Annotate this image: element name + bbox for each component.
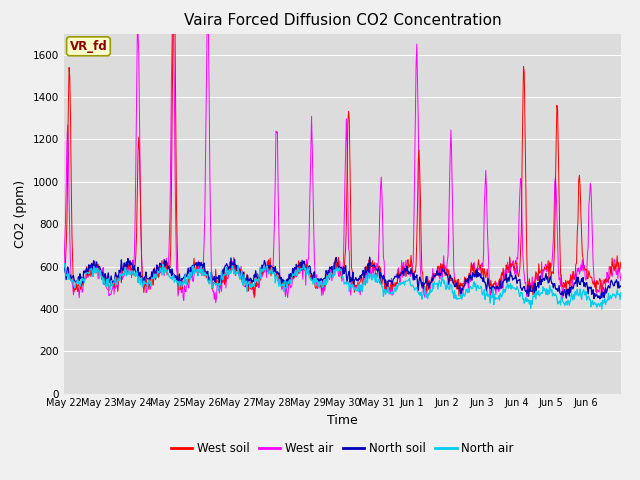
X-axis label: Time: Time <box>327 414 358 427</box>
Legend: West soil, West air, North soil, North air: West soil, West air, North soil, North a… <box>166 437 518 460</box>
Title: Vaira Forced Diffusion CO2 Concentration: Vaira Forced Diffusion CO2 Concentration <box>184 13 501 28</box>
Text: VR_fd: VR_fd <box>70 40 108 53</box>
Y-axis label: CO2 (ppm): CO2 (ppm) <box>14 180 28 248</box>
